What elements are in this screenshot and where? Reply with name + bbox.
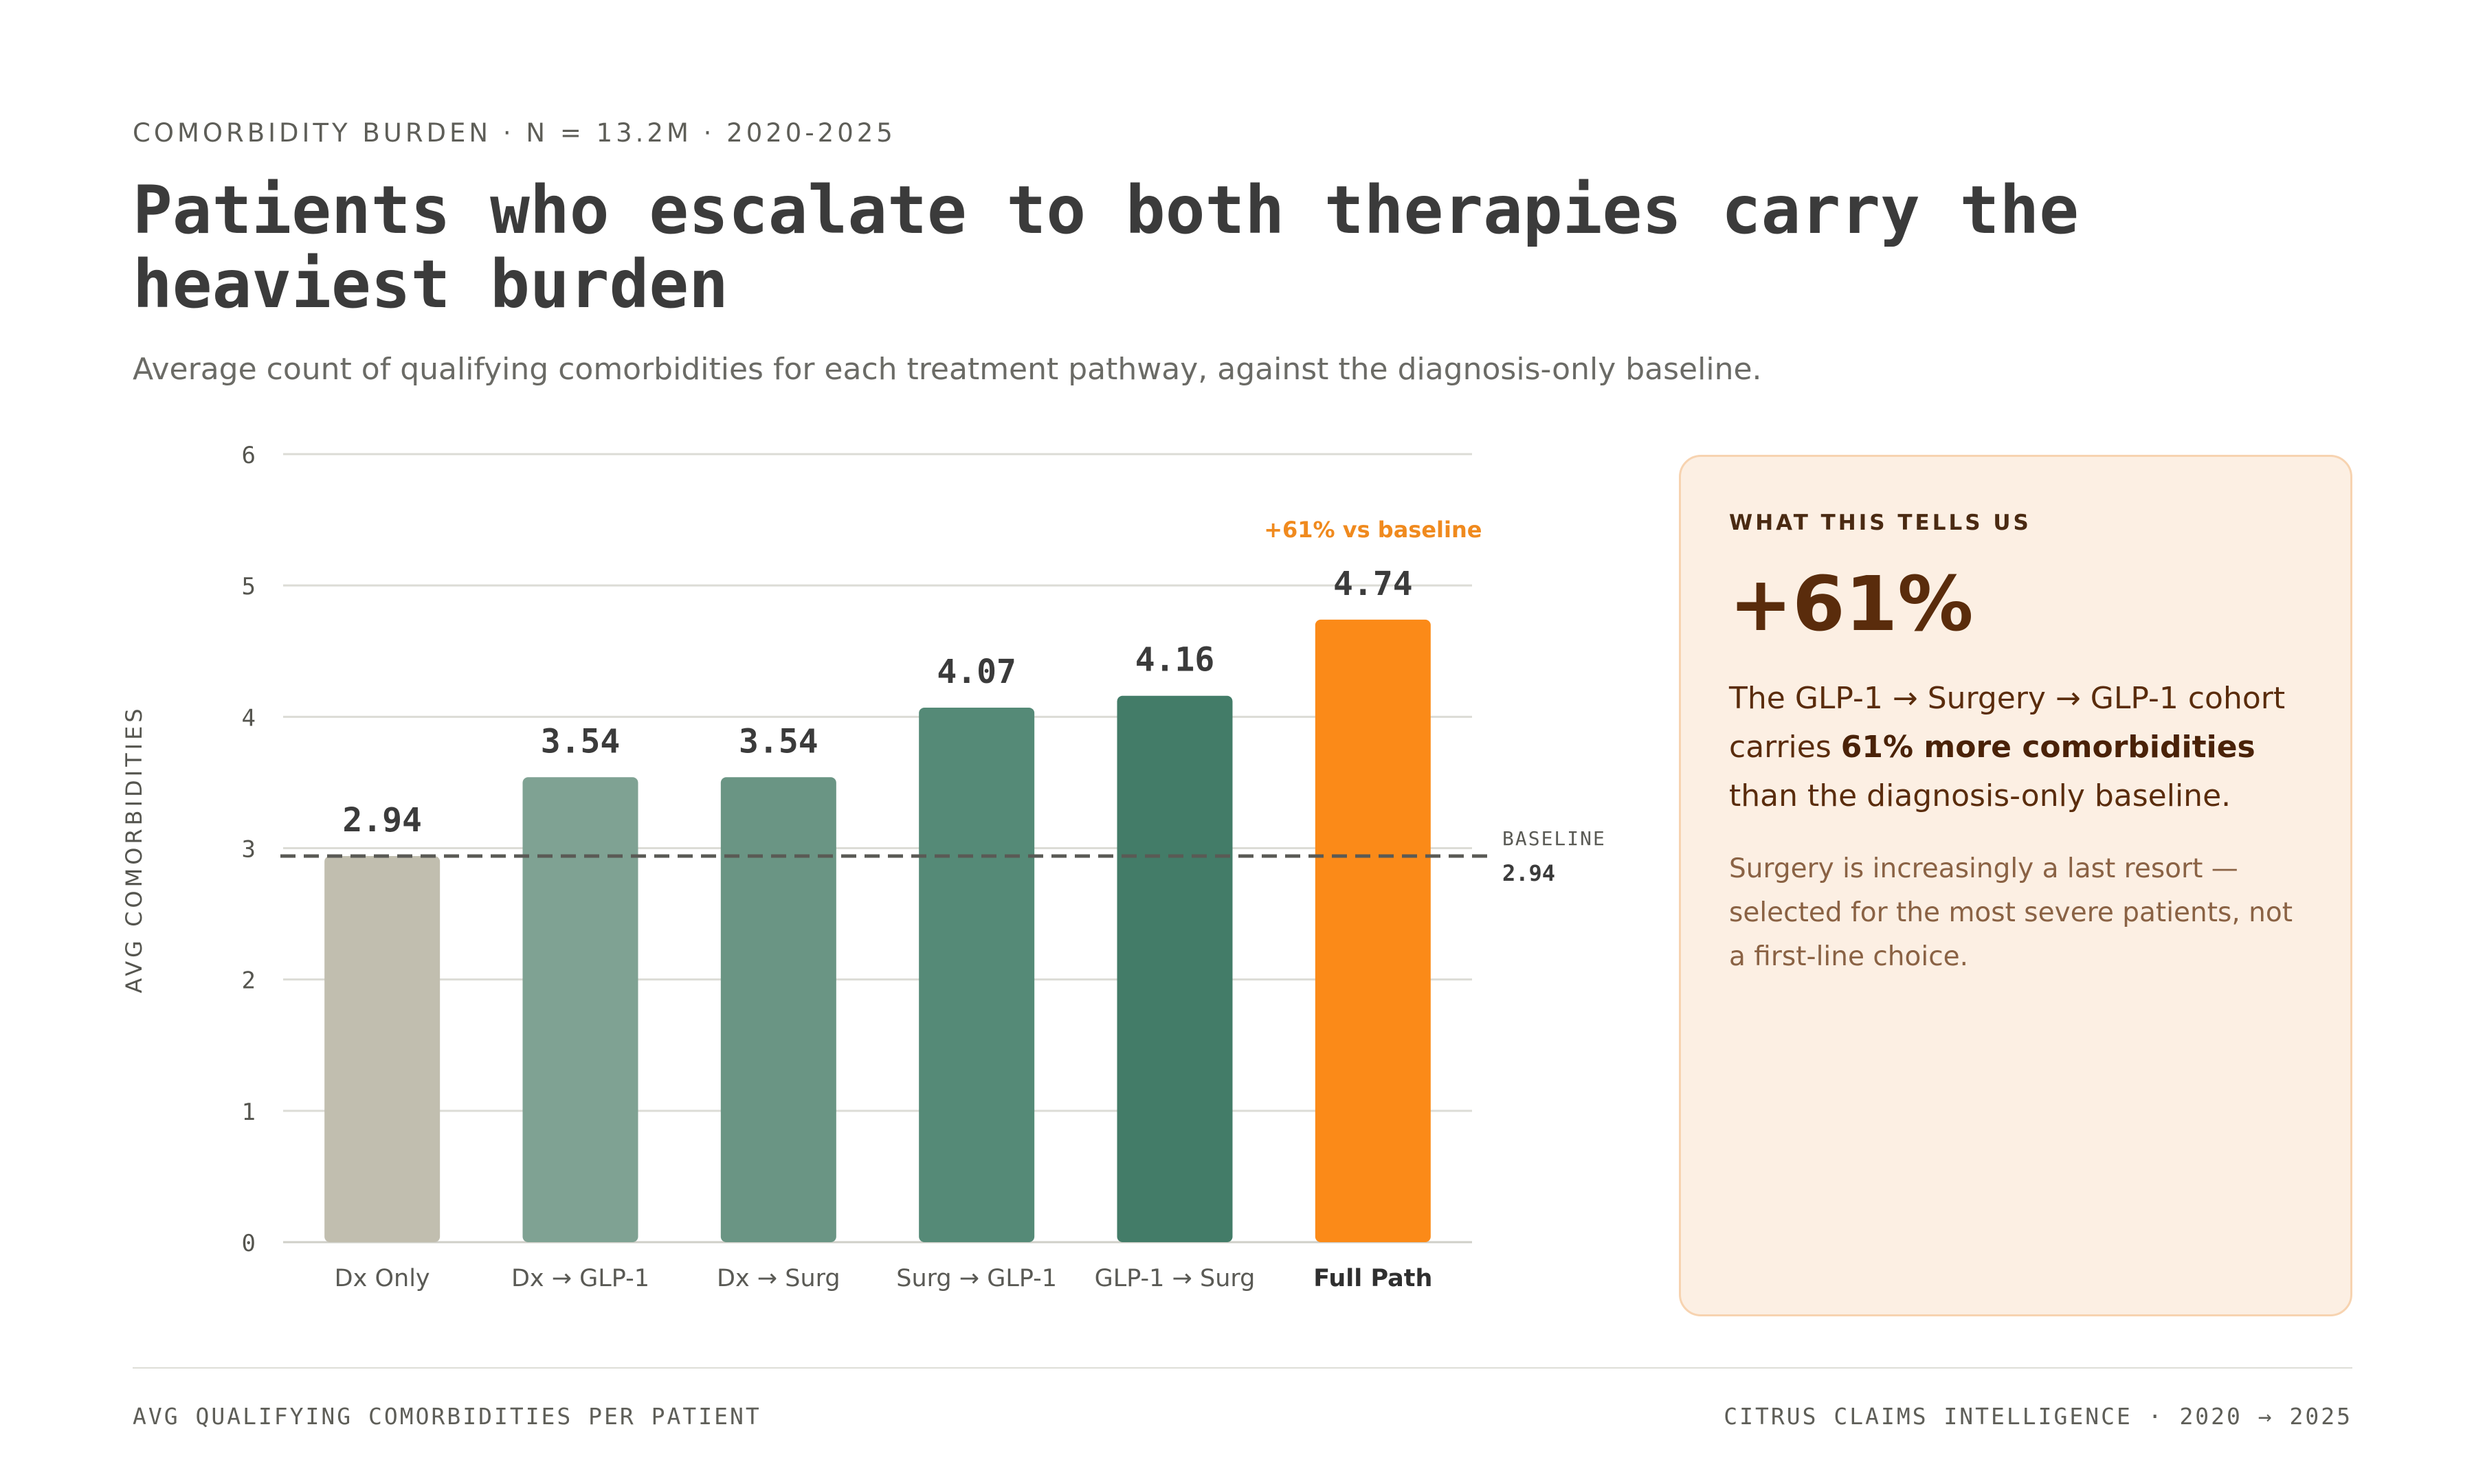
footer-left: AVG QUALIFYING COMORBIDITIES PER PATIENT	[133, 1403, 761, 1430]
panel-eyebrow: WHAT THIS TELLS US	[1729, 510, 2031, 535]
chart-eyebrow: COMORBIDITY BURDEN · N = 13.2M · 2020-20…	[133, 118, 896, 148]
chart-title: Patients who escalate to both therapies …	[133, 172, 2080, 323]
bar-value-label: 4.07	[937, 653, 1016, 691]
bar	[919, 707, 1035, 1242]
x-tick-label: Dx → GLP-1	[511, 1265, 649, 1292]
panel-body-pre: The GLP-1 → Surgery → GLP-1 cohort carri…	[1729, 681, 2286, 765]
bar-chart: 0 1 2 3 4 5 6 AVG COMORBIDITIES 2.94 Dx Only 3.54 D…	[121, 442, 1606, 1292]
bar-value-label: 2.94	[342, 801, 422, 840]
y-tick-label: 1	[242, 1099, 256, 1126]
y-axis-label: AVG COMORBIDITIES	[121, 705, 147, 993]
footer-divider	[133, 1367, 2352, 1369]
bar	[324, 855, 441, 1242]
y-tick-label: 0	[242, 1230, 256, 1257]
x-tick-label: Full Path	[1313, 1265, 1432, 1292]
y-tick-label: 6	[242, 442, 256, 469]
y-tick-label: 4	[242, 704, 256, 732]
bar-value-label: 4.16	[1135, 641, 1215, 679]
bar-annotation: +61% vs baseline	[1264, 517, 1482, 543]
panel-body: The GLP-1 → Surgery → GLP-1 cohort carri…	[1729, 674, 2313, 820]
bar	[522, 777, 638, 1242]
x-tick-label: GLP-1 → Surg	[1095, 1265, 1256, 1292]
x-tick-label: Dx Only	[335, 1265, 430, 1292]
bar	[1117, 695, 1233, 1242]
chart-subtitle: Average count of qualifying comorbiditie…	[133, 352, 1762, 387]
y-tick-label: 3	[242, 836, 256, 864]
x-tick-label: Dx → Surg	[717, 1265, 840, 1292]
bar	[1315, 619, 1431, 1242]
panel-note: Surgery is increasingly a last resort — …	[1729, 853, 2293, 972]
bar-value-label: 3.54	[739, 722, 818, 761]
baseline-value: 2.94	[1502, 860, 1555, 886]
bar-value-label: 3.54	[541, 722, 621, 761]
y-tick-label: 2	[242, 967, 256, 995]
baseline-label: BASELINE	[1502, 827, 1606, 850]
x-tick-label: Surg → GLP-1	[896, 1265, 1057, 1292]
panel-body-bold: 61% more comorbidities	[1840, 730, 2255, 765]
panel-big-stat: +61%	[1729, 560, 1974, 648]
bar-value-label: 4.74	[1333, 565, 1413, 603]
bar	[720, 777, 836, 1242]
insight-panel: WHAT THIS TELLS US +61% The GLP-1 → Surg…	[1679, 455, 2352, 1316]
panel-body-post: than the diagnosis-only baseline.	[1729, 778, 2231, 813]
y-tick-label: 5	[242, 573, 256, 600]
footer-right: CITRUS CLAIMS INTELLIGENCE · 2020 → 2025	[1724, 1403, 2352, 1430]
